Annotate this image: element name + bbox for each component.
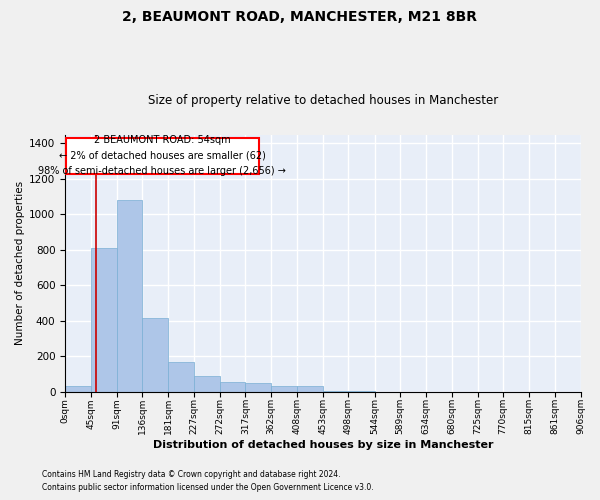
Bar (323, 391, 349, 392)
Bar (245, 383, 271, 392)
Text: 2, BEAUMONT ROAD, MANCHESTER, M21 8BR: 2, BEAUMONT ROAD, MANCHESTER, M21 8BR (122, 10, 478, 24)
Bar (271, 386, 297, 392)
Bar (117, 200, 142, 392)
X-axis label: Distribution of detached houses by size in Manchester: Distribution of detached houses by size … (152, 440, 493, 450)
Text: Contains HM Land Registry data © Crown copyright and database right 2024.: Contains HM Land Registry data © Crown c… (42, 470, 341, 479)
Bar (194, 376, 220, 392)
Bar (220, 382, 245, 392)
Y-axis label: Number of detached properties: Number of detached properties (15, 181, 25, 345)
Title: Size of property relative to detached houses in Manchester: Size of property relative to detached ho… (148, 94, 498, 107)
Bar (65, 386, 91, 392)
Bar (91, 248, 117, 392)
Bar (168, 362, 194, 392)
Text: 2 BEAUMONT ROAD: 54sqm
← 2% of detached houses are smaller (62)
98% of semi-deta: 2 BEAUMONT ROAD: 54sqm ← 2% of detached … (38, 135, 286, 176)
Bar (142, 318, 168, 392)
Bar (66, 138, 259, 173)
Bar (297, 386, 323, 392)
Text: Contains public sector information licensed under the Open Government Licence v3: Contains public sector information licen… (42, 483, 374, 492)
